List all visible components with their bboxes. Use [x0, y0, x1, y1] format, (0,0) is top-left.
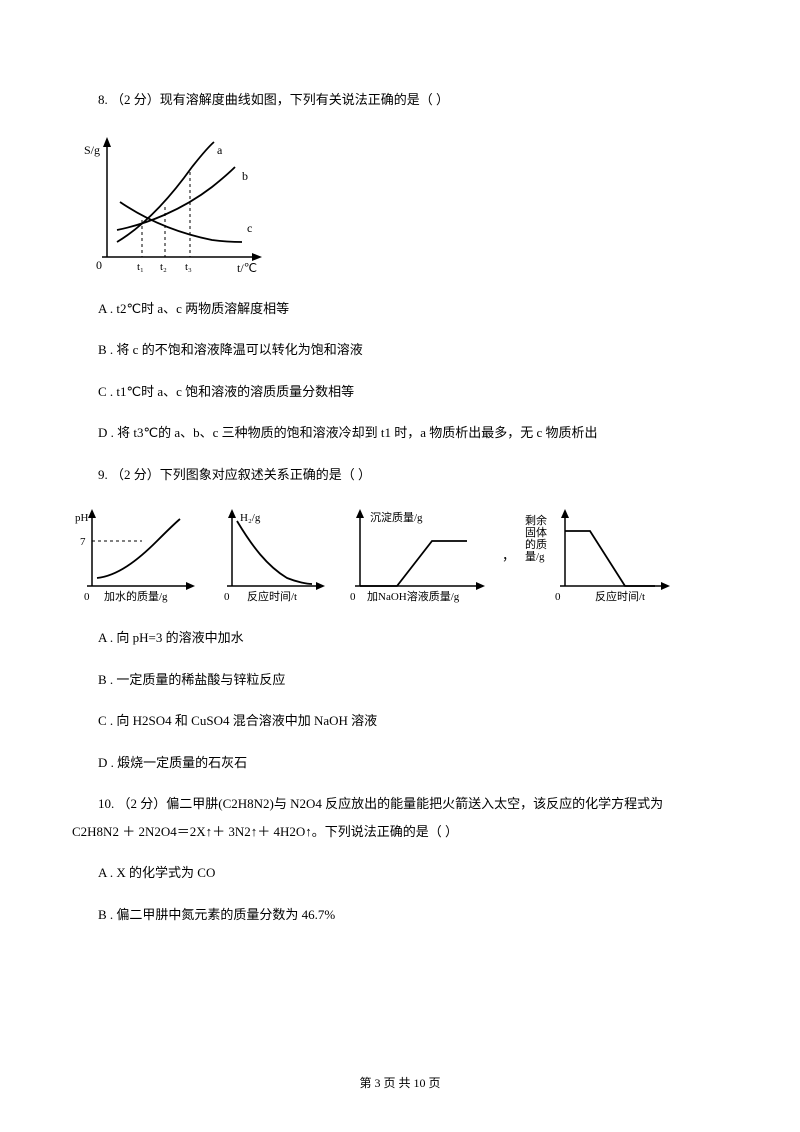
q8-xlabel: t/℃ [237, 261, 257, 275]
svg-text:t₃: t₃ [185, 261, 192, 273]
svg-text:a: a [217, 143, 223, 157]
q9-A: A . 向 pH=3 的溶液中加水 [72, 628, 728, 648]
q9-C: C . 向 H2SO4 和 CuSO4 混合溶液中加 NaOH 溶液 [72, 711, 728, 731]
q9-D: D . 煅烧一定质量的石灰石 [72, 753, 728, 773]
q8-ylabel: S/g [84, 143, 100, 157]
svg-text:H₂/g: H₂/g [240, 512, 261, 524]
svg-text:0: 0 [84, 591, 90, 603]
q10-B: B . 偏二甲肼中氮元素的质量分数为 46.7% [72, 905, 728, 925]
q8-C: C . t1℃时 a、c 饱和溶液的溶质质量分数相等 [72, 382, 728, 402]
svg-text:t₂: t₂ [160, 261, 167, 273]
svg-text:b: b [242, 169, 248, 183]
svg-text:反应时间/t: 反应时间/t [595, 589, 645, 603]
q8-stem: 8. （2 分）现有溶解度曲线如图，下列有关说法正确的是（ ） [72, 90, 728, 110]
q9-chart-c: 沉淀质量/g 0 加NaOH溶液质量/g [342, 506, 492, 606]
svg-text:0: 0 [555, 591, 561, 603]
q9-comma: ， [502, 546, 515, 566]
q9-B: B . 一定质量的稀盐酸与锌粒反应 [72, 670, 728, 690]
svg-text:t₁: t₁ [137, 261, 144, 273]
q9-charts: pH 7 0 加水的质量/g H₂/g 0 反应时间/t 沉淀质量/g 0 [72, 506, 728, 606]
svg-text:反应时间/t: 反应时间/t [247, 589, 297, 603]
q8-chart: S/g t/℃ 0 t₁ t₂ t₃ a b c [72, 132, 728, 277]
svg-text:加水的质量/g: 加水的质量/g [104, 589, 168, 603]
q9-stem: 9. （2 分）下列图象对应叙述关系正确的是（ ） [72, 465, 728, 485]
svg-text:c: c [247, 221, 252, 235]
q10-A: A . X 的化学式为 CO [72, 863, 728, 883]
svg-text:0: 0 [350, 591, 356, 603]
q8-B: B . 将 c 的不饱和溶液降温可以转化为饱和溶液 [72, 340, 728, 360]
svg-text:pH: pH [75, 512, 89, 524]
svg-text:0: 0 [224, 591, 230, 603]
svg-text:0: 0 [96, 258, 102, 272]
svg-text:7: 7 [80, 536, 86, 548]
svg-text:沉淀质量/g: 沉淀质量/g [370, 510, 423, 524]
svg-text:剩余固体的质量/g: 剩余固体的质量/g [525, 513, 547, 563]
q9-chart-b: H₂/g 0 反应时间/t [212, 506, 332, 606]
q10-stem2: C2H8N2 ＋ 2N2O4＝2X↑＋ 3N2↑＋ 4H2O↑。下列说法正确的是… [72, 822, 728, 842]
page-footer: 第 3 页 共 10 页 [0, 1074, 800, 1092]
page: 8. （2 分）现有溶解度曲线如图，下列有关说法正确的是（ ） S/g t/℃ … [0, 0, 800, 1132]
q8-A: A . t2℃时 a、c 两物质溶解度相等 [72, 299, 728, 319]
q9-chart-d: 剩余固体的质量/g 0 反应时间/t [525, 506, 675, 606]
q8-D: D . 将 t3℃的 a、b、c 三种物质的饱和溶液冷却到 t1 时，a 物质析… [72, 423, 728, 443]
q10-stem1: 10. （2 分）偏二甲肼(C2H8N2)与 N2O4 反应放出的能量能把火箭送… [72, 794, 728, 814]
svg-text:加NaOH溶液质量/g: 加NaOH溶液质量/g [367, 589, 460, 603]
q9-chart-a: pH 7 0 加水的质量/g [72, 506, 202, 606]
